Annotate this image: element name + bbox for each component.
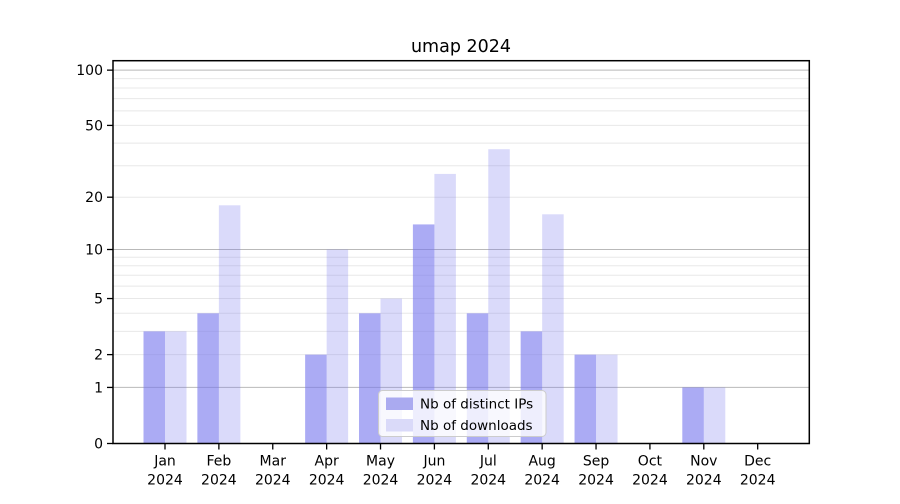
x-tick-label-nov: Nov 2024 — [686, 454, 722, 489]
x-tick-label-jan: Jan 2024 — [147, 454, 183, 489]
x-tick-label-aug: Aug 2024 — [524, 454, 560, 489]
y-tick-label-5: 5 — [94, 292, 103, 308]
axes — [107, 59, 811, 450]
bar-downloads-jun — [434, 173, 456, 444]
y-tick-label-2: 2 — [94, 348, 103, 364]
y-tick-label-10: 10 — [85, 243, 103, 259]
legend-swatch-distinct-ips — [386, 397, 413, 410]
legend-label-downloads: Nb of downloads — [420, 418, 533, 434]
bar-downloads-jan — [165, 331, 187, 444]
chart-title: umap 2024 — [411, 37, 511, 57]
bar-downloads-nov — [703, 387, 726, 444]
legend: Nb of distinct IPs Nb of downloads — [378, 390, 547, 437]
bar-distinct-ips-sep — [574, 354, 597, 444]
x-tick-label-jul: Jul 2024 — [470, 454, 506, 489]
bar-distinct-ips-jan — [143, 331, 165, 444]
y-tick-label-50: 50 — [85, 118, 103, 134]
bar-downloads-apr — [326, 249, 349, 444]
legend-box — [378, 390, 547, 437]
bar-downloads-feb — [218, 205, 241, 444]
x-tick-label-dec: Dec 2024 — [740, 454, 776, 489]
y-tick-label-20: 20 — [85, 190, 103, 206]
x-tick-label-may: May 2024 — [363, 454, 399, 489]
x-tick-label-oct: Oct 2024 — [632, 454, 668, 489]
bar-downloads-sep — [596, 354, 618, 444]
bar-distinct-ips-jun — [412, 224, 435, 444]
bar-downloads-jul — [488, 149, 510, 444]
bar-distinct-ips-apr — [305, 354, 327, 444]
y-tick-label-1: 1 — [94, 380, 103, 396]
y-tick-label-0: 0 — [94, 437, 103, 453]
y-axis-tick-labels: 0 1 2 5 10 20 50 100 — [76, 63, 103, 452]
x-tick-label-mar: Mar 2024 — [255, 454, 291, 489]
gridlines — [113, 69, 810, 388]
y-tick-label-100: 100 — [76, 63, 103, 79]
bar-distinct-ips-may — [359, 313, 381, 444]
legend-swatch-downloads — [386, 419, 413, 432]
x-axis-tick-labels: Jan 2024 Feb 2024 Mar 2024 Apr 2024 May 2024 Jun 20… — [147, 454, 775, 489]
x-tick-label-jun: Jun 2024 — [417, 454, 453, 489]
bar-distinct-ips-nov — [682, 387, 704, 444]
x-tick-label-sep: Sep 2024 — [578, 454, 614, 489]
bar-distinct-ips-feb — [197, 313, 219, 444]
plot-border — [112, 59, 811, 445]
legend-label-distinct-ips: Nb of distinct IPs — [420, 397, 533, 413]
x-tick-label-feb: Feb 2024 — [201, 454, 237, 489]
x-tick-label-apr: Apr 2024 — [309, 454, 345, 489]
bar-downloads-aug — [542, 214, 564, 444]
